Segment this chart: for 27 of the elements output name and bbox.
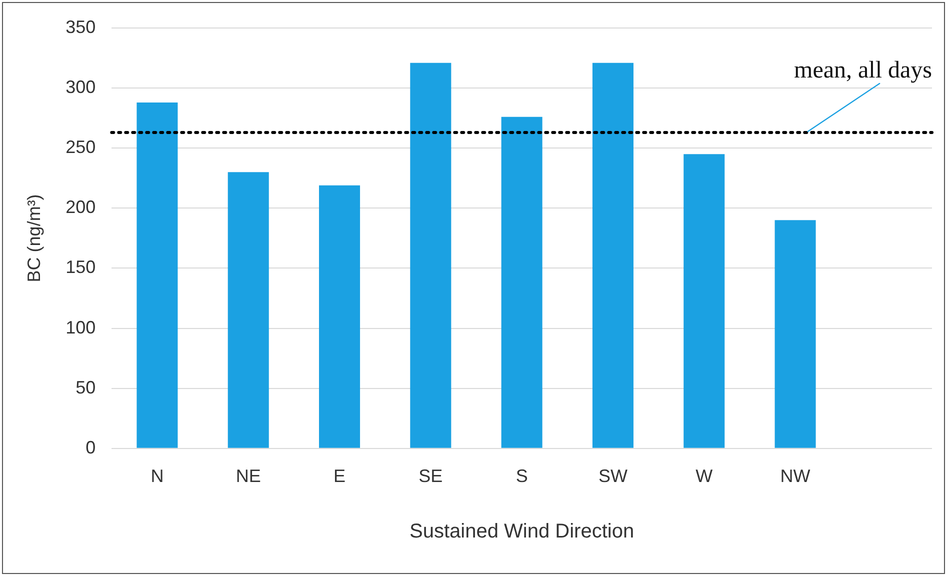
bar (684, 154, 725, 448)
y-tick-label: 50 (76, 377, 96, 398)
y-tick-label: 0 (86, 437, 96, 458)
x-tick-label: NE (236, 466, 261, 486)
bar (592, 62, 634, 448)
x-tick-label: SE (418, 466, 443, 486)
bar (228, 172, 269, 448)
bar (501, 116, 542, 448)
y-axis-title: BC (ng/m³) (24, 194, 44, 282)
x-axis-title: Sustained Wind Direction (410, 520, 634, 543)
x-tick-label: SW (598, 466, 628, 486)
y-tick-label: 250 (66, 137, 96, 158)
bar (136, 102, 178, 448)
bar (319, 185, 360, 448)
y-tick-label: 100 (66, 317, 96, 338)
bar (410, 62, 452, 448)
y-tick-label: 200 (66, 197, 96, 218)
y-tick-label: 350 (66, 16, 96, 37)
ref-line-label: mean, all days (794, 58, 932, 84)
bar (774, 220, 816, 448)
y-tick-label: 150 (66, 257, 96, 278)
y-tick-label: 300 (66, 77, 96, 98)
x-tick-label: N (150, 466, 164, 486)
x-tick-label: W (696, 466, 713, 486)
x-tick-label: NW (780, 466, 810, 486)
x-tick-label: S (516, 466, 528, 486)
x-tick-label: E (334, 466, 346, 486)
